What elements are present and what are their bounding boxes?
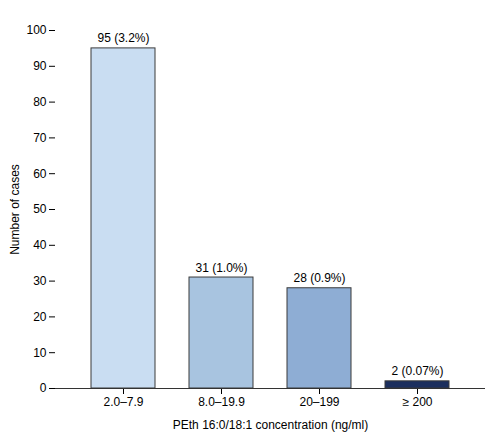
svg-text:95 (3.2%): 95 (3.2%) [97, 31, 149, 45]
svg-text:0: 0 [40, 381, 47, 395]
svg-text:2 (0.07%): 2 (0.07%) [391, 364, 443, 378]
svg-text:60: 60 [33, 167, 47, 181]
svg-text:8.0–19.9: 8.0–19.9 [198, 395, 245, 409]
svg-text:31 (1.0%): 31 (1.0%) [195, 261, 247, 275]
svg-text:28 (0.9%): 28 (0.9%) [293, 271, 345, 285]
svg-text:20: 20 [33, 310, 47, 324]
svg-text:2.0–7.9: 2.0–7.9 [103, 395, 143, 409]
svg-text:50: 50 [33, 202, 47, 216]
svg-text:100: 100 [26, 23, 46, 37]
svg-text:80: 80 [33, 95, 47, 109]
svg-text:20–199: 20–199 [299, 395, 339, 409]
svg-text:PEth 16:0/18:1 concentration (: PEth 16:0/18:1 concentration (ng/ml) [173, 418, 368, 432]
svg-text:40: 40 [33, 238, 47, 252]
svg-text:≥ 200: ≥ 200 [403, 395, 433, 409]
svg-text:10: 10 [33, 346, 47, 360]
svg-text:Number of cases: Number of cases [8, 164, 22, 255]
svg-text:30: 30 [33, 274, 47, 288]
svg-text:90: 90 [33, 59, 47, 73]
svg-text:70: 70 [33, 131, 47, 145]
